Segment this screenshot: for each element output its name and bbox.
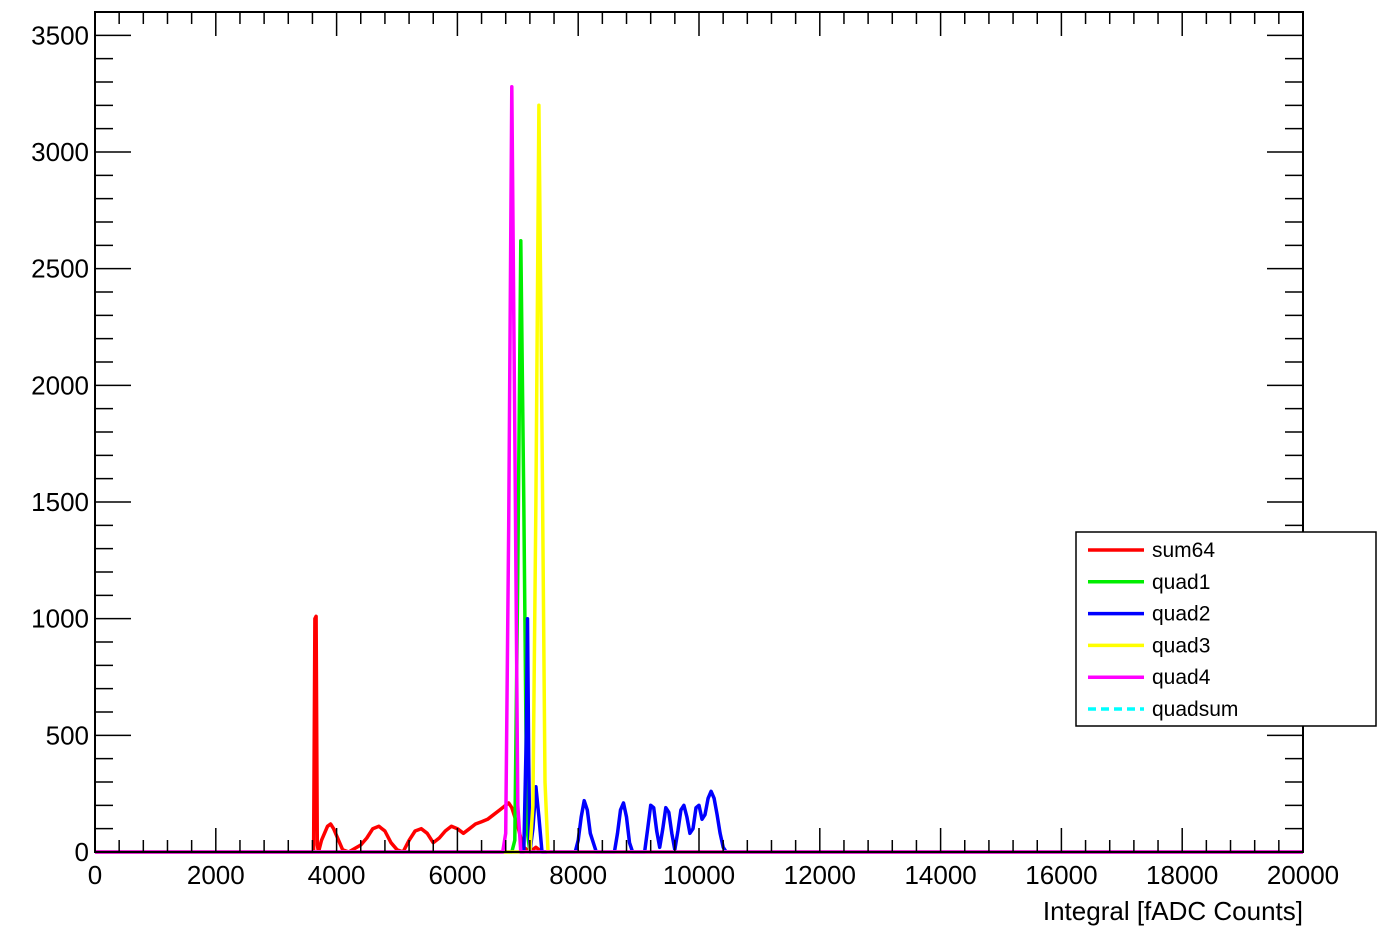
legend-box	[1075, 531, 1377, 727]
legend-label-quad4: quad4	[1152, 666, 1211, 689]
series-layer	[95, 84, 1303, 854]
y-tick-label: 3000	[31, 137, 89, 167]
axis-tick-labels: 0 2000 4000 6000 8000 10000 12000 14000 16000 180…	[31, 20, 1339, 890]
x-tick-label: 8000	[549, 860, 607, 890]
x-tick-label: 20000	[1267, 860, 1339, 890]
series-line-quad2	[95, 616, 1303, 854]
y-tick-label: 2000	[31, 370, 89, 400]
legend: sum64 quad1 quad2 quad3 quad4 quadsum	[1075, 531, 1377, 727]
y-tick-label: 3500	[31, 20, 89, 50]
series-line-quad4	[95, 84, 1303, 854]
y-tick-label: 2500	[31, 254, 89, 284]
y-tick-label: 500	[46, 720, 89, 750]
y-tick-label: 1500	[31, 487, 89, 517]
y-tick-label: 0	[75, 837, 89, 867]
legend-label-sum64: sum64	[1152, 539, 1215, 562]
x-tick-label: 10000	[663, 860, 735, 890]
x-tick-label: 16000	[1025, 860, 1097, 890]
series-line-quad3	[95, 103, 1303, 854]
x-tick-label: 12000	[784, 860, 856, 890]
x-tick-label: 0	[88, 860, 102, 890]
x-tick-label: 14000	[904, 860, 976, 890]
legend-label-quadsum: quadsum	[1152, 698, 1238, 721]
x-axis-title: Integral [fADC Counts]	[1043, 896, 1303, 926]
x-tick-label: 2000	[187, 860, 245, 890]
x-tick-label: 4000	[308, 860, 366, 890]
legend-label-quad2: quad2	[1152, 603, 1210, 626]
x-tick-label: 18000	[1146, 860, 1218, 890]
series-line-sum64	[95, 614, 1303, 854]
y-tick-label: 1000	[31, 604, 89, 634]
x-tick-label: 6000	[428, 860, 486, 890]
legend-label-quad1: quad1	[1152, 571, 1210, 594]
legend-label-quad3: quad3	[1152, 634, 1210, 657]
